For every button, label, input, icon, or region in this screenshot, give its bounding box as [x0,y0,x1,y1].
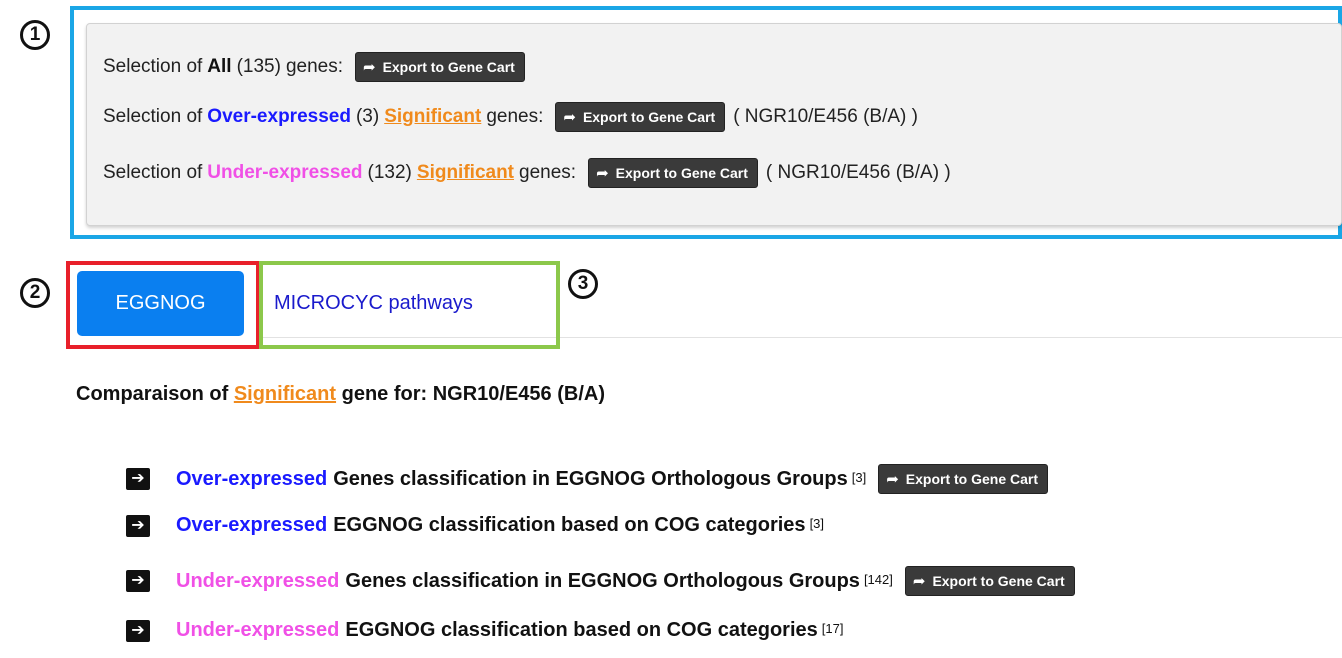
comparison-prefix: Comparaison of [76,383,229,405]
arrow-right-square-icon: ➔ [126,514,150,537]
significant-link[interactable]: Significant [384,106,482,127]
list-item-count: [142] [863,571,893,587]
significant-link[interactable]: Significant [233,383,337,405]
comparison-label: ( NGR10/E456 (B/A) ) [765,162,951,183]
export-label: Export to Gene Cart [582,109,716,125]
gene-count: (132) [367,162,412,183]
keyword-under-expressed: Under-expressed [176,619,340,641]
export-to-gene-cart-button[interactable]: ➦ Export to Gene Cart [354,52,525,82]
selection-row-all: Selection of All (135) genes: ➦ Export t… [103,52,533,82]
export-label: Export to Gene Cart [905,471,1039,487]
keyword-all: All [207,56,232,77]
gene-count: (135) [236,56,281,77]
selection-panel [86,23,1342,226]
export-to-gene-cart-button[interactable]: ➦ Export to Gene Cart [904,566,1075,596]
export-label: Export to Gene Cart [382,59,515,75]
callout-3: 3 [568,269,598,299]
tab-eggnog[interactable]: EGGNOG [77,271,244,336]
list-item[interactable]: ➔ Over-expressed EGGNOG classification b… [126,514,824,537]
list-item[interactable]: ➔ Over-expressed Genes classification in… [126,464,1056,494]
keyword-over-expressed: Over-expressed [207,106,351,127]
keyword-under-expressed: Under-expressed [207,162,363,183]
selection-prefix: Selection of [103,162,203,183]
significant-link[interactable]: Significant [416,162,515,183]
list-item[interactable]: ➔ Under-expressed Genes classification i… [126,566,1083,596]
arrow-right-square-icon: ➔ [126,468,150,490]
list-item-count: [3] [809,516,825,531]
export-label: Export to Gene Cart [615,165,748,181]
list-item-text: Genes classification in EGGNOG Orthologo… [333,467,848,490]
export-to-gene-cart-button[interactable]: ➦ Export to Gene Cart [555,102,726,132]
export-to-gene-cart-button[interactable]: ➦ Export to Gene Cart [878,464,1049,494]
comparison-suffix: gene for: NGR10/E456 (B/A) [341,383,605,405]
share-arrow-icon: ➦ [886,471,899,488]
tab-bar-divider [260,337,1342,338]
list-item-count: [17] [821,621,844,636]
comparison-heading: Comparaison of Significant gene for: NGR… [76,383,605,406]
list-item[interactable]: ➔ Under-expressed EGGNOG classification … [126,619,843,642]
share-arrow-icon: ➦ [596,165,609,182]
tab-microcyc-pathways[interactable]: MICROCYC pathways [274,292,473,314]
selection-suffix: genes: [486,106,544,127]
callout-3-outline [259,261,560,349]
keyword-under-expressed: Under-expressed [176,569,340,592]
selection-prefix: Selection of [103,106,203,127]
export-label: Export to Gene Cart [932,573,1065,589]
keyword-over-expressed: Over-expressed [176,514,328,536]
callout-2: 2 [20,278,50,308]
export-to-gene-cart-button[interactable]: ➦ Export to Gene Cart [588,158,758,188]
arrow-right-square-icon: ➔ [126,570,150,592]
share-arrow-icon: ➦ [563,109,576,126]
keyword-over-expressed: Over-expressed [176,467,328,490]
list-item-text: Genes classification in EGGNOG Orthologo… [345,569,860,592]
selection-prefix: Selection of [103,56,203,77]
selection-suffix: genes: [519,162,577,183]
share-arrow-icon: ➦ [912,573,926,590]
share-arrow-icon: ➦ [362,59,376,76]
comparison-label: ( NGR10/E456 (B/A) ) [733,106,918,127]
list-item-text: EGGNOG classification based on COG categ… [333,514,806,536]
gene-count: (3) [355,106,380,127]
list-item-count: [3] [851,469,867,485]
selection-row-under-expressed: Selection of Under-expressed (132) Signi… [103,158,951,188]
callout-1: 1 [20,20,50,50]
list-item-text: EGGNOG classification based on COG categ… [345,619,818,641]
selection-suffix: genes: [285,56,343,77]
arrow-right-square-icon: ➔ [126,619,150,642]
selection-row-over-expressed: Selection of Over-expressed (3) Signific… [103,102,918,132]
callout-2-outline [66,261,260,349]
